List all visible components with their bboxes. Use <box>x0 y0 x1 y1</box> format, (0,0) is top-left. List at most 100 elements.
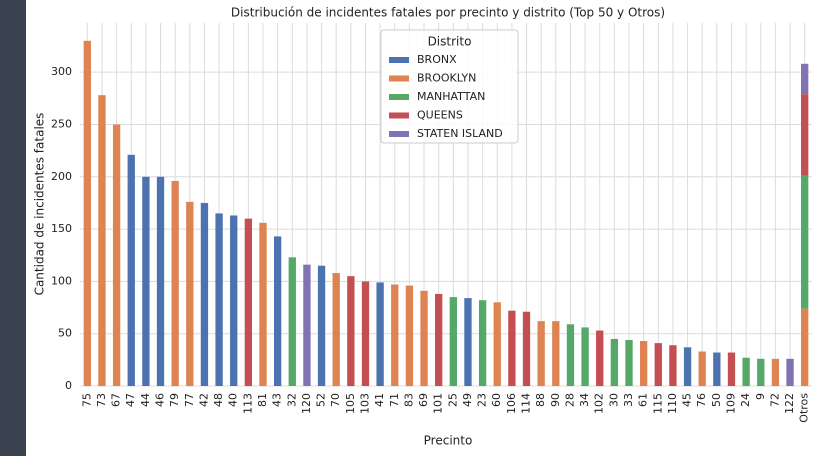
x-tick-label: 114 <box>520 393 533 414</box>
bar-segment <box>757 358 765 386</box>
x-tick-label: 79 <box>168 393 181 407</box>
x-tick-label: 105 <box>344 393 357 414</box>
x-tick-label: 32 <box>285 393 298 407</box>
bar-segment <box>156 176 165 386</box>
x-tick-label: 67 <box>110 393 123 407</box>
x-tick-label: 77 <box>183 393 196 407</box>
bar-segment <box>171 180 179 386</box>
x-tick-label: 40 <box>227 393 240 407</box>
bar-segment <box>420 290 428 386</box>
bar-segment <box>683 347 692 386</box>
x-tick-label: 115 <box>651 393 664 414</box>
bar-segment <box>786 358 794 386</box>
y-tick-label: 100 <box>51 274 72 287</box>
legend-label: BROOKLYN <box>417 72 476 85</box>
x-tick-label: 50 <box>710 393 723 407</box>
x-tick-label: 34 <box>578 393 591 407</box>
x-tick-label: 70 <box>329 393 342 407</box>
x-tick-label: 113 <box>241 393 254 414</box>
bar-segment <box>200 202 209 386</box>
legend-label: STATEN ISLAND <box>417 127 503 140</box>
legend-box <box>380 29 519 144</box>
legend-label: QUEENS <box>417 109 463 122</box>
bars <box>83 40 809 387</box>
y-tick-label: 300 <box>51 65 72 78</box>
x-tick-label: 43 <box>271 393 284 407</box>
legend: Distrito BRONX BROOKLYN MANHATTAN QUEENS STAT… <box>380 29 519 144</box>
x-tick-label: 122 <box>783 393 796 414</box>
x-tick-label: 52 <box>315 393 328 407</box>
bar-segment <box>625 339 633 386</box>
bar-segment <box>449 297 457 386</box>
bar-segment <box>493 302 501 386</box>
bar-segment <box>98 95 106 387</box>
x-tick-label: 83 <box>402 393 415 407</box>
bar-segment <box>230 215 238 386</box>
x-tick-label: 45 <box>681 393 694 407</box>
bar-segment <box>639 341 648 386</box>
x-tick-label: 102 <box>593 393 606 414</box>
legend-swatch <box>389 94 409 100</box>
bar-segment <box>464 298 472 386</box>
x-tick-label: Otros <box>798 393 811 423</box>
bar-segment <box>83 40 91 386</box>
x-tick-label: 41 <box>373 393 386 407</box>
y-tick-label: 150 <box>51 222 72 235</box>
bar-segment <box>391 284 399 386</box>
bar-segment <box>215 213 223 386</box>
bar-segment <box>669 345 677 386</box>
x-tick-label: 88 <box>534 393 547 407</box>
bar-segment <box>317 265 326 386</box>
x-tick-label: 46 <box>154 393 167 407</box>
bar-segment <box>288 257 296 386</box>
bar-segment <box>771 358 780 386</box>
bar-segment <box>566 324 575 386</box>
y-tick-label: 50 <box>58 327 72 340</box>
x-tick-label: 106 <box>505 393 518 414</box>
legend-title: Distrito <box>428 35 472 49</box>
bar-segment <box>435 293 443 386</box>
bar-segment <box>654 343 662 386</box>
x-tick-label: 90 <box>549 393 562 407</box>
bar-segment <box>727 352 736 386</box>
x-tick-label: 109 <box>724 393 737 414</box>
legend-label: MANHATTAN <box>417 90 485 103</box>
x-tick-label: 48 <box>212 393 225 407</box>
x-tick-label: 25 <box>446 393 459 407</box>
y-tick-label: 200 <box>51 170 72 183</box>
bar-segment <box>742 357 750 386</box>
y-tick-label: 0 <box>65 379 72 392</box>
x-tick-label: 28 <box>563 393 576 407</box>
x-tick-label: 72 <box>768 393 781 407</box>
legend-swatch <box>389 75 409 82</box>
bar-segment <box>347 276 355 386</box>
x-tick-label: 69 <box>417 393 430 407</box>
x-tick-label: 60 <box>490 393 503 407</box>
x-tick-label: 75 <box>80 393 93 407</box>
background-photo <box>0 0 26 456</box>
x-tick-label: 47 <box>124 393 137 407</box>
bar-segment <box>303 264 311 386</box>
x-tick-label: 44 <box>139 393 152 407</box>
x-tick-label: 24 <box>739 393 752 407</box>
x-tick-label: 110 <box>666 393 679 414</box>
x-tick-label: 49 <box>461 393 474 407</box>
x-tick-label: 42 <box>197 393 210 407</box>
bar-segment <box>801 63 809 95</box>
bar-segment <box>581 327 589 386</box>
bar-segment <box>478 300 487 386</box>
legend-swatch <box>389 131 409 137</box>
bar-segment <box>801 175 809 309</box>
bar-segment <box>186 201 194 386</box>
bar-segment <box>142 176 150 386</box>
x-tick-label: 30 <box>607 393 620 407</box>
x-tick-label: 71 <box>388 393 401 407</box>
x-tick-label: 101 <box>432 393 445 414</box>
bar-segment <box>112 124 121 386</box>
bar-segment <box>259 222 267 386</box>
bar-segment <box>405 285 414 386</box>
y-axis-label: Cantidad de incidentes fatales <box>33 113 47 296</box>
x-tick-label: 61 <box>637 393 650 407</box>
bar-segment <box>127 154 135 386</box>
